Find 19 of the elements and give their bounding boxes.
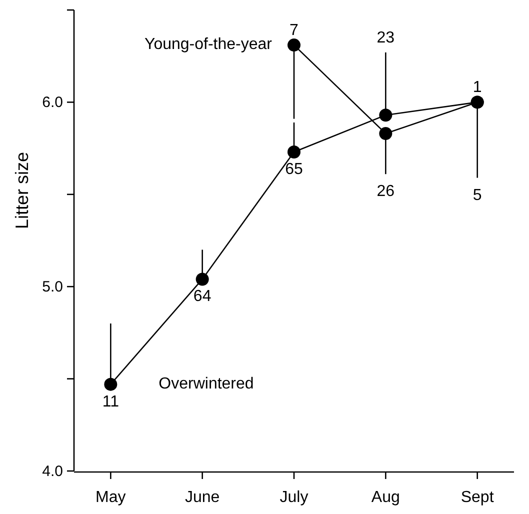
y-tick-label: 6.0 <box>42 94 63 112</box>
y-axis-title: Litter size <box>12 152 32 230</box>
x-tick-label: May <box>96 489 126 506</box>
series-label: Overwintered <box>158 375 254 392</box>
annotation: 1 <box>472 79 482 96</box>
x-tick-label: Aug <box>371 489 400 506</box>
annotation: 23 <box>376 29 395 46</box>
annotation: 65 <box>285 160 303 178</box>
x-tick-label: Sept <box>460 489 494 506</box>
y-tick-label: 5.0 <box>42 278 63 296</box>
annotation: 7 <box>290 22 299 40</box>
series-label: Young-of-the-year <box>144 36 273 54</box>
annotation: 5 <box>472 186 482 204</box>
y-tick-label: 4.0 <box>42 463 63 480</box>
annotation: 64 <box>193 288 212 306</box>
x-tick-label: June <box>184 489 220 506</box>
annotation: 26 <box>376 183 395 200</box>
x-tick-label: July <box>280 489 308 506</box>
annotation: 11 <box>102 393 120 410</box>
